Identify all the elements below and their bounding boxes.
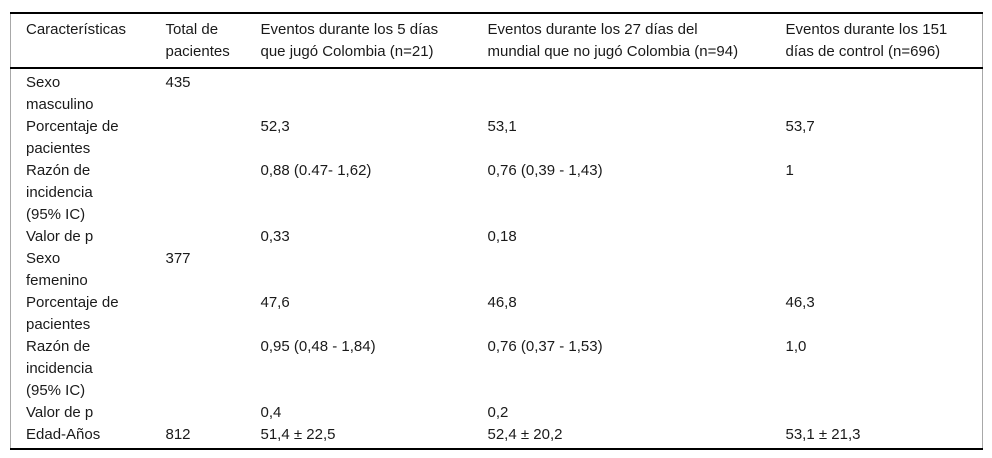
row-label-cell: Edad-Años [26, 426, 101, 443]
value-cell: 53,1 [487, 118, 517, 135]
value-cell: 0,18 [487, 228, 517, 245]
value-cell: 0,4 [260, 404, 282, 421]
table-body: Sexo masculino 435 Porcentaje de pacient… [11, 68, 983, 449]
column-header-caracteristicas: Características [10, 13, 151, 69]
value-cell [151, 336, 246, 402]
value-cell [473, 248, 771, 292]
column-header-eventos-27-dias: Eventos durante los 27 días del mundial … [472, 13, 771, 69]
value-cell: 435 [165, 74, 191, 91]
value-cell [771, 248, 983, 292]
value-cell: 46,3 [785, 294, 815, 311]
value-cell [151, 292, 246, 336]
value-cell [246, 68, 473, 116]
value-cell [151, 226, 246, 248]
table-row-porcentaje-masculino: Porcentaje de pacientes 52,3 53,1 53,7 [11, 116, 983, 160]
value-cell: 0,2 [487, 404, 509, 421]
row-label-cell: Valor de p [26, 228, 94, 245]
value-cell [771, 402, 983, 424]
value-cell [151, 160, 246, 226]
value-cell: 46,8 [487, 294, 517, 311]
table-row-sexo-femenino: Sexo femenino 377 [11, 248, 983, 292]
value-cell: 0,33 [260, 228, 290, 245]
row-label-cell: Sexo masculino [26, 74, 94, 113]
value-cell: 53,1 ± 21,3 [785, 426, 861, 443]
table-row-sexo-masculino: Sexo masculino 435 [11, 68, 983, 116]
value-cell [771, 68, 983, 116]
row-label-cell: Valor de p [26, 404, 94, 421]
characteristics-table: Características Total de pacientes Event… [10, 12, 983, 450]
value-cell: 812 [165, 426, 191, 443]
value-cell [151, 402, 246, 424]
row-label-cell: Porcentaje de pacientes [26, 294, 119, 333]
row-label-cell: Razón de incidencia (95% IC) [26, 338, 93, 399]
table-row-valor-p-masculino: Valor de p 0,33 0,18 [11, 226, 983, 248]
table-row-razon-incidencia-femenino: Razón de incidencia (95% IC) 0,95 (0,48 … [11, 336, 983, 402]
value-cell: 0,95 (0,48 - 1,84) [260, 338, 376, 355]
table-row-valor-p-femenino: Valor de p 0,4 0,2 [11, 402, 983, 424]
value-cell [151, 116, 246, 160]
value-cell: 1 [785, 162, 794, 179]
value-cell [246, 248, 473, 292]
row-label-cell: Porcentaje de pacientes [26, 118, 119, 157]
value-cell: 377 [165, 250, 191, 267]
table-header: Características Total de pacientes Event… [10, 13, 983, 69]
table-row-edad-anos: Edad-Años 812 51,4 ± 22,5 52,4 ± 20,2 53… [11, 424, 983, 449]
value-cell [771, 226, 983, 248]
value-cell: 1,0 [785, 338, 807, 355]
row-label-cell: Razón de incidencia (95% IC) [26, 162, 93, 223]
value-cell [473, 68, 771, 116]
value-cell: 0,76 (0,37 - 1,53) [487, 338, 603, 355]
row-label-cell: Sexo femenino [26, 250, 88, 289]
column-header-eventos-151-dias: Eventos durante los 151 días de control … [770, 13, 983, 69]
value-cell: 0,76 (0,39 - 1,43) [487, 162, 603, 179]
value-cell: 52,3 [260, 118, 290, 135]
table-row-razon-incidencia-masculino: Razón de incidencia (95% IC) 0,88 (0.47-… [11, 160, 983, 226]
value-cell: 53,7 [785, 118, 815, 135]
value-cell: 47,6 [260, 294, 290, 311]
column-header-total-pacientes: Total de pacientes [150, 13, 246, 69]
value-cell: 52,4 ± 20,2 [487, 426, 563, 443]
header-row: Características Total de pacientes Event… [10, 13, 983, 69]
value-cell: 51,4 ± 22,5 [260, 426, 336, 443]
value-cell: 0,88 (0.47- 1,62) [260, 162, 372, 179]
column-header-eventos-5-dias: Eventos durante los 5 días que jugó Colo… [245, 13, 473, 69]
table-row-porcentaje-femenino: Porcentaje de pacientes 47,6 46,8 46,3 [11, 292, 983, 336]
